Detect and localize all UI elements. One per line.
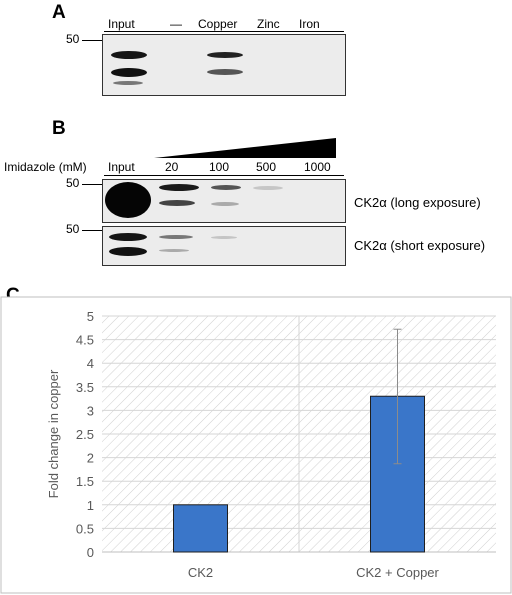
panel-b-lane-input: Input xyxy=(108,160,135,174)
panel-c-chart: 0 0.5 1 1.5 2 2.5 3 3.5 4 4.5 5 CK2 CK2 + Copper Fo… xyxy=(0,296,512,594)
panel-a-lane-none: — xyxy=(170,17,182,31)
y-tick-labels: 0 0.5 1 1.5 2 2.5 3 3.5 4 4.5 5 xyxy=(76,309,94,560)
panel-b-blot-long-exposure xyxy=(102,179,346,223)
y-tick-label: 4 xyxy=(87,356,94,371)
panel-b-band xyxy=(159,184,199,191)
y-tick-label: 2 xyxy=(87,451,94,466)
panel-b-band xyxy=(253,186,283,190)
panel-a-band xyxy=(111,68,147,77)
panel-a-band xyxy=(111,51,147,59)
panel-a-lane-copper: Copper xyxy=(198,17,238,31)
panel-b-band xyxy=(211,236,237,239)
panel-b-gradient-label: Imidazole (mM) xyxy=(4,160,87,174)
x-tick-labels: CK2 CK2 + Copper xyxy=(188,565,440,580)
panel-b-blot-short-exposure xyxy=(102,226,346,266)
panel-b-band xyxy=(211,185,241,190)
panel-b-band xyxy=(109,247,147,256)
y-tick-label: 1.5 xyxy=(76,474,94,489)
panel-a-band xyxy=(207,52,243,58)
panel-a-letter: A xyxy=(52,2,66,23)
panel-a-lane-input: Input xyxy=(108,17,135,31)
panel-b-band xyxy=(159,200,195,206)
panel-a-mw-tick xyxy=(82,40,102,41)
bar-1 xyxy=(173,504,228,553)
panel-b-lane-20: 20 xyxy=(165,160,179,174)
panel-b-band xyxy=(211,202,239,206)
panel-a-lane-iron: Iron xyxy=(299,17,320,31)
panel-a-blot xyxy=(102,34,346,96)
panel-a-band xyxy=(113,81,143,85)
panel-b-label-long-exposure: CK2α (long exposure) xyxy=(354,195,481,210)
y-tick-label: 1 xyxy=(87,498,94,513)
x-tick-label: CK2 xyxy=(188,565,213,580)
y-tick-label: 3 xyxy=(87,403,94,418)
gridlines xyxy=(102,315,496,553)
panel-b-mw-tick-bottom xyxy=(82,230,102,231)
panel-b-lane-500: 500 xyxy=(256,160,277,174)
y-tick-label: 0.5 xyxy=(76,521,94,536)
panel-a-lane-underline xyxy=(104,31,344,32)
panel-b-label-short-exposure: CK2α (short exposure) xyxy=(354,238,486,253)
panel-b-mw-marker-top: 50 xyxy=(66,176,80,190)
panel-a-band xyxy=(207,69,243,75)
panel-b-lane-underline xyxy=(104,175,344,176)
y-axis-label: Fold change in copper xyxy=(46,369,61,498)
panel-b-lane-100: 100 xyxy=(209,160,230,174)
panel-b-mw-marker-bottom: 50 xyxy=(66,222,80,236)
y-tick-label: 5 xyxy=(87,309,94,324)
y-tick-label: 3.5 xyxy=(76,380,94,395)
panel-b-band xyxy=(105,182,151,218)
y-tick-label: 4.5 xyxy=(76,333,94,348)
y-tick-label: 2.5 xyxy=(76,427,94,442)
imidazole-gradient-wedge xyxy=(154,138,336,158)
panel-b-letter: B xyxy=(52,118,66,139)
panel-b-band xyxy=(109,233,147,241)
panel-a-lane-zinc: Zinc xyxy=(257,17,280,31)
error-bars xyxy=(393,328,402,465)
x-tick-label: CK2 + Copper xyxy=(356,565,439,580)
panel-b-lane-1000: 1000 xyxy=(304,160,331,174)
y-tick-label: 0 xyxy=(87,545,94,560)
panel-a-mw-marker: 50 xyxy=(66,32,80,46)
panel-b-band xyxy=(159,249,189,252)
panel-b-mw-tick-top xyxy=(82,184,102,185)
panel-b-band xyxy=(159,235,193,239)
